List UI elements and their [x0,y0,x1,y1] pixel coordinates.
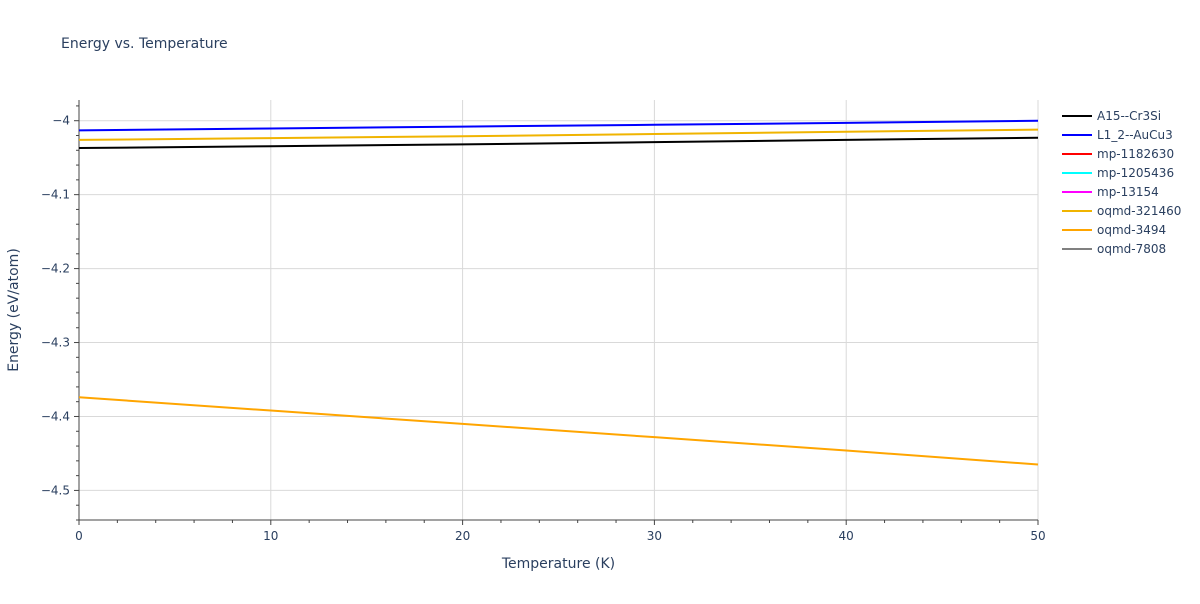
legend-item[interactable]: oqmd-321460 [1062,201,1181,220]
legend-label: oqmd-7808 [1097,241,1167,256]
legend-item[interactable]: mp-1205436 [1062,163,1181,182]
legend-swatch [1062,228,1092,231]
legend-item[interactable]: oqmd-7808 [1062,239,1181,258]
legend-swatch [1062,133,1092,136]
legend-item[interactable]: L1_2--AuCu3 [1062,125,1181,144]
legend-swatch [1062,247,1092,250]
y-tick-label: −4.5 [41,483,70,497]
legend-label: oqmd-321460 [1097,203,1182,218]
legend-item[interactable]: mp-13154 [1062,182,1181,201]
series-line-oqmd-3494 [78,396,1039,466]
legend-swatch [1062,209,1092,212]
legend-swatch [1062,171,1092,174]
legend-item[interactable]: A15--Cr3Si [1062,106,1181,125]
legend-label: A15--Cr3Si [1097,108,1162,123]
x-tick-label: 40 [839,529,854,543]
x-tick-label: 30 [647,529,662,543]
legend-item[interactable]: oqmd-3494 [1062,220,1181,239]
x-tick-label: 10 [263,529,278,543]
legend-label: mp-1182630 [1097,146,1175,161]
x-tick-label: 50 [1030,529,1045,543]
y-tick-label: −4.3 [41,336,70,350]
y-tick-label: −4.2 [41,262,70,276]
legend-label: mp-13154 [1097,184,1159,199]
chart-title: Energy vs. Temperature [61,36,228,52]
y-tick-label: −4.1 [41,188,70,202]
x-axis-title: Temperature (K) [501,556,615,572]
series-line-oqmd-321460 [78,128,1039,141]
legend-swatch [1062,190,1092,193]
y-tick-label: −4 [52,114,70,128]
series-line-L1_2--AuCu3 [78,119,1039,132]
legend: A15--Cr3Si L1_2--AuCu3 mp-1182630 mp-120543… [1062,106,1181,258]
legend-label: oqmd-3494 [1097,222,1167,237]
x-tick-label: 0 [75,529,83,543]
legend-label: L1_2--AuCu3 [1097,127,1173,142]
x-tick-label: 20 [455,529,470,543]
series-line-A15--Cr3Si [78,136,1039,150]
legend-label: mp-1205436 [1097,165,1175,180]
y-tick-label: −4.4 [41,409,70,423]
legend-item[interactable]: mp-1182630 [1062,144,1181,163]
legend-swatch [1062,152,1092,155]
y-axis-title: Energy (eV/atom) [6,248,22,372]
legend-swatch [1062,114,1092,117]
